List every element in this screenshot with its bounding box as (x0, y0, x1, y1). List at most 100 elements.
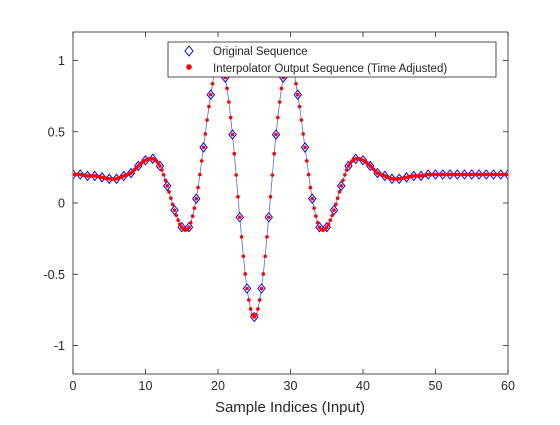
interpolated-point (247, 298, 251, 302)
interpolated-point (315, 220, 320, 225)
interpolated-point (198, 172, 202, 177)
interpolated-point (156, 161, 160, 165)
interpolated-point (232, 151, 237, 156)
interpolated-point (187, 225, 191, 230)
plot-area: 0 10 20 30 40 50 60 -1 -0.5 0 0.5 1 (43, 31, 515, 393)
interpolated-point (169, 196, 173, 200)
series (73, 55, 508, 323)
interpolated-point (263, 254, 267, 259)
interpolated-point (308, 185, 313, 190)
interpolated-point (268, 194, 273, 199)
interpolated-point (339, 184, 344, 188)
interpolated-point (272, 151, 276, 156)
interpolated-point (227, 100, 231, 104)
interpolated-point (341, 178, 345, 183)
interpolated-point (178, 222, 182, 227)
interpolated-point (172, 208, 177, 212)
interpolated-point (225, 86, 229, 91)
interpolated-point (189, 220, 193, 225)
interpolated-point (343, 173, 347, 177)
legend-label-interpolator: Interpolator Output Sequence (Time Adjus… (213, 63, 447, 75)
legend-box (167, 41, 497, 78)
interpolated-point (234, 173, 238, 177)
y-tick-label: 0 (58, 197, 65, 211)
interpolated-point (207, 104, 211, 109)
interpolated-point (208, 92, 213, 97)
interpolated-point (276, 115, 280, 120)
interpolated-point (299, 118, 304, 122)
x-tick-label: 40 (356, 379, 370, 393)
interpolated-point (203, 132, 208, 136)
interpolated-point (261, 272, 266, 276)
x-tick-label: 20 (211, 379, 225, 393)
interpolated-point (259, 286, 264, 291)
y-tick-label: 1 (58, 54, 65, 68)
interpolated-point (243, 272, 247, 276)
interpolated-point (277, 100, 282, 104)
interpolated-point (161, 173, 166, 177)
interpolated-point (170, 202, 175, 207)
interpolated-point (506, 172, 508, 177)
x-axis-label: Sample Indices (Input) (215, 399, 365, 416)
interpolated-point (312, 206, 316, 210)
axes-box (72, 31, 509, 375)
x-tick-label: 50 (429, 379, 443, 393)
interpolated-point (306, 172, 311, 177)
interpolated-point (346, 164, 351, 168)
interpolated-point (266, 215, 271, 220)
interpolated-point (210, 81, 215, 86)
legend-diamond-icon (184, 45, 194, 57)
interpolated-point (230, 132, 235, 137)
ticks: 0 10 20 30 40 50 60 -1 -0.5 0 0.5 1 (43, 32, 515, 393)
interpolated-point (236, 194, 240, 199)
interpolated-point (279, 86, 284, 91)
legend-label-original: Original Sequence (213, 46, 308, 58)
interpolated-point (239, 235, 244, 239)
interpolated-point (190, 214, 195, 218)
interpolated-point (295, 92, 300, 97)
interpolated-point (270, 173, 275, 177)
interpolated-point (254, 313, 258, 317)
interpolated-point (314, 214, 318, 218)
interpolated-point (167, 190, 171, 194)
interpolated-point (324, 225, 329, 230)
interpolated-point (160, 168, 164, 172)
interpolated-point (330, 213, 334, 218)
interpolated-point (194, 196, 199, 201)
interpolated-point (274, 132, 278, 137)
interpolated-point (237, 215, 242, 220)
interpolated-point (305, 159, 309, 163)
interpolated-point (256, 307, 260, 311)
interpolated-point (196, 185, 200, 190)
interpolated-point (328, 218, 333, 222)
interpolated-point (301, 132, 305, 136)
interpolated-point (326, 222, 331, 227)
x-tick-label: 10 (139, 379, 153, 393)
x-tick-label: 0 (70, 379, 77, 393)
interpolated-point (265, 235, 269, 239)
interpolated-point (241, 254, 246, 259)
interpolated-point (192, 206, 197, 210)
interpolated-point (174, 213, 179, 218)
x-tick-label: 60 (501, 379, 515, 393)
legend: Original Sequence Interpolator Output Se… (167, 41, 497, 78)
interpolated-point (297, 104, 302, 109)
interpolated-point (294, 81, 298, 86)
legend-dot-icon (186, 64, 192, 70)
series-clip-group (73, 55, 508, 323)
interpolated-point (201, 145, 206, 150)
interpolated-point (245, 286, 249, 291)
interpolated-point (257, 298, 262, 302)
y-tick-label: -0.5 (43, 268, 65, 282)
y-tick-label: 0.5 (48, 125, 65, 139)
y-tick-label: -1 (54, 339, 65, 353)
interpolated-point (334, 202, 338, 207)
interpolated-point (303, 145, 307, 150)
interpolated-point (337, 190, 342, 194)
interpolated-point (310, 196, 315, 201)
x-tick-label: 30 (284, 379, 298, 393)
interpolated-point (332, 208, 336, 212)
interpolated-point (165, 184, 170, 188)
interpolated-point (248, 307, 253, 311)
